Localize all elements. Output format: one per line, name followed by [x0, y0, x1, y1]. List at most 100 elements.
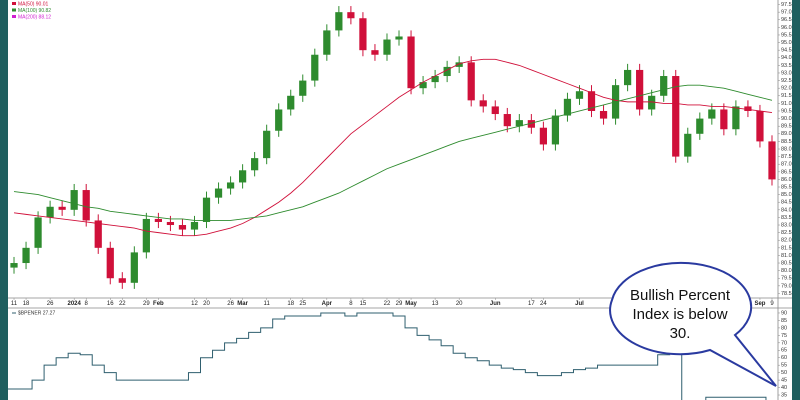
y-tick-label: 79.5: [781, 276, 792, 282]
legend-label: $BPENER 27.27: [18, 310, 55, 316]
candle-body: [479, 100, 487, 107]
y-tick-label: 65: [781, 348, 787, 354]
candle-body: [371, 50, 379, 55]
y-tick-label: 84.0: [781, 207, 792, 213]
legend-swatch: [12, 8, 16, 12]
candle-body: [407, 36, 415, 89]
candle-body: [275, 109, 283, 131]
candle-body: [70, 190, 78, 210]
y-tick-label: 70: [781, 340, 787, 346]
legend-swatch: [12, 15, 16, 18]
candle-body: [34, 217, 42, 248]
candle-body: [118, 278, 126, 283]
y-tick-label: 89.5: [781, 124, 792, 130]
candle-body: [672, 76, 680, 157]
candle-body: [684, 133, 692, 157]
candle-body: [624, 69, 632, 86]
legend-swatch: [12, 2, 16, 5]
candle-body: [768, 141, 776, 180]
x-tick-label: 20: [203, 301, 210, 307]
y-tick-label: 95.0: [781, 40, 792, 46]
x-tick-label: 9: [770, 301, 774, 307]
y-tick-label: 81.5: [781, 245, 792, 251]
y-tick-label: 90: [781, 310, 787, 316]
candle-body: [10, 263, 18, 268]
candle-body: [263, 130, 271, 159]
candle-body: [720, 109, 728, 130]
candle-body: [732, 106, 740, 130]
y-tick-label: 87.5: [781, 154, 792, 160]
y-tick-label: 94.0: [781, 55, 792, 61]
x-tick-label: 2024: [67, 301, 81, 307]
y-tick-label: 89.0: [781, 131, 792, 137]
y-tick-label: 60: [781, 355, 787, 361]
y-tick-label: 83.0: [781, 222, 792, 228]
candle-body: [575, 91, 584, 99]
candle-body: [539, 127, 547, 145]
candle-body: [744, 106, 752, 111]
frame-right: [792, 0, 800, 400]
candle-body: [178, 225, 187, 230]
candle-body: [166, 221, 175, 226]
candle-body: [214, 188, 223, 198]
candle-body: [226, 182, 235, 189]
moving-average: [13, 84, 773, 221]
legend-label: MA(100) 90.82: [18, 8, 51, 14]
y-tick-label: 95.5: [781, 32, 792, 38]
y-tick-label: 85.0: [781, 192, 792, 198]
y-tick-label: 80.0: [781, 268, 792, 274]
y-tick-label: 94.5: [781, 48, 792, 54]
y-tick-label: 80: [781, 325, 787, 331]
candle-body: [383, 39, 391, 55]
x-tick-label: 22: [119, 301, 126, 307]
candle-body: [696, 118, 704, 134]
y-tick-label: 86.5: [781, 169, 792, 175]
x-tick-label: 29: [143, 301, 150, 307]
candle-body: [503, 114, 511, 127]
x-tick-label: 13: [432, 301, 439, 307]
y-tick-label: 75: [781, 333, 787, 339]
candle-body: [311, 54, 319, 81]
candle-body: [323, 30, 331, 55]
y-tick-label: 96.5: [781, 17, 792, 23]
y-tick-label: 80.5: [781, 260, 792, 266]
x-tick-label: Apr: [322, 301, 333, 307]
candle-body: [154, 218, 162, 222]
candle-body: [202, 197, 211, 222]
candle-body: [708, 109, 716, 119]
y-tick-label: 81.0: [781, 253, 792, 259]
x-tick-label: 11: [264, 301, 271, 307]
candle-body: [58, 206, 66, 210]
x-tick-label: 11: [11, 301, 18, 307]
candle-body: [22, 247, 30, 264]
y-tick-label: 82.5: [781, 230, 792, 236]
y-tick-label: 85: [781, 318, 787, 324]
candle-body: [431, 76, 439, 83]
candle-body: [82, 190, 90, 221]
x-tick-label: 26: [47, 301, 54, 307]
candle-body: [467, 62, 475, 101]
candle-body: [491, 106, 499, 115]
candle-body: [94, 220, 102, 248]
x-tick-label: 18: [287, 301, 294, 307]
indicator-line: [8, 312, 767, 400]
y-tick-label: 79.0: [781, 283, 792, 289]
candle-body: [443, 66, 451, 77]
x-tick-label: 18: [23, 301, 30, 307]
x-tick-label: Sep: [754, 301, 765, 307]
candle-body: [599, 110, 608, 119]
y-tick-label: 84.5: [781, 200, 792, 206]
candle-body: [347, 12, 355, 19]
candle-body: [130, 252, 138, 283]
candle-body: [299, 80, 307, 96]
callout: Bullish Percent Index is below 30.: [609, 261, 777, 387]
candle-body: [251, 158, 259, 171]
candle-body: [395, 36, 403, 40]
x-tick-label: 17: [528, 301, 535, 307]
candle-body: [527, 120, 535, 128]
y-tick-label: 88.5: [781, 139, 792, 145]
y-tick-label: 90.5: [781, 108, 792, 114]
y-tick-label: 50: [781, 370, 787, 376]
x-tick-label: 26: [227, 301, 234, 307]
